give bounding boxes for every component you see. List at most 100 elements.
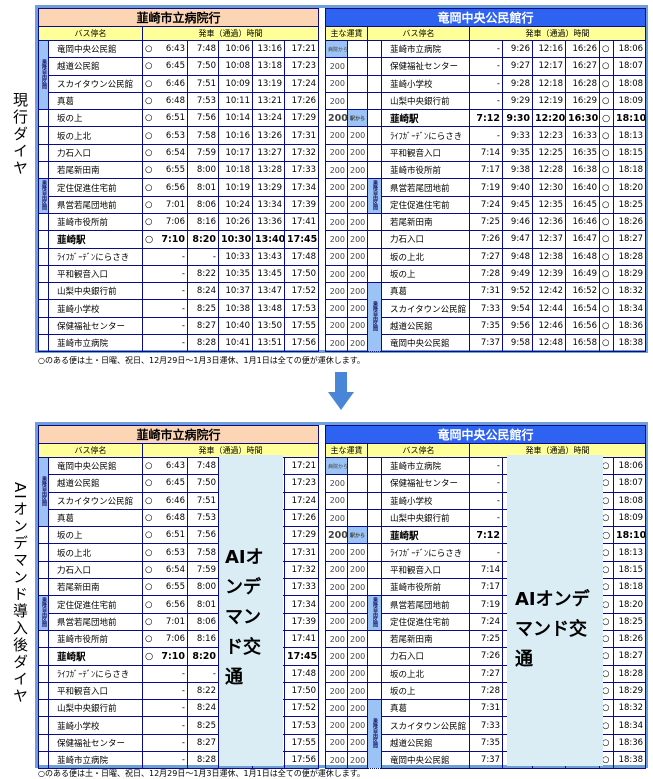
departure-time: - [187,664,219,683]
fare-cell: 200 [347,716,368,735]
empty-cell [367,543,382,562]
departure-time: 17:29 [283,526,320,545]
departure-time: 18:18 [612,161,647,180]
stop-name: 韮崎駅 [381,526,470,545]
fare-cell: 200 [325,699,348,718]
departure-time: 13:48 [252,299,285,318]
empty-cell [367,247,382,266]
departure-time: 12:38 [532,247,566,266]
table-row: 200 200 スカイタウン公民館 7:33 9:54 12:44 16:54 ○ 18:34 [325,299,647,318]
departure-time: ○ 6:45 [142,474,188,493]
fare-cell: 200 [325,334,348,353]
note-after: ○のある便は土・日曜、祝日、12月29日～1月3日運休、1月1日は全ての便が運休… [38,769,365,778]
departure-time: 17:33 [283,578,320,597]
table-row: 坂の上 ○ 6:51 7:56 10:14 13:24 17:29 [38,109,320,128]
empty-cell [367,474,382,493]
table-row: 200 200 韮崎市役所前 7:17 9:38 12:28 16:38 ○ 18:18 [325,161,647,180]
empty-cell [38,247,49,266]
fare-cell: 200 [347,143,368,163]
departure-time: 7:17 [469,161,503,180]
departure-time: 18:06 [612,39,647,59]
table-row: 坂の上北 ○ 6:53 7:58 10:16 13:26 17:31 [38,126,320,145]
table-row: 韮崎市立病院 -8:28 10:41 13:51 17:56 [38,334,320,353]
fare-cell [347,508,368,528]
empty-cell [38,543,49,562]
weekday-only-mark: ○ [599,230,614,249]
fare-cell: 200 [347,647,368,666]
empty-cell [367,57,382,76]
departure-time: 9:48 [502,247,533,266]
departure-time: - [187,247,219,266]
stop-name: 坂の上 [381,681,470,701]
fare-cell: 200 [325,126,348,145]
weekday-only-mark: ○ [145,130,153,141]
table-title: 韮崎市立病院行 [37,8,320,27]
stop-name: 竜岡中央公民館 [381,334,470,353]
departure-time: ○ 6:48 [142,508,188,528]
departure-time: 18:06 [612,456,647,476]
departure-time: 7:35 [469,733,503,753]
departure-time: ○ 7:01 [142,195,188,214]
departure-time: 18:36 [612,733,647,753]
departure-time: ○ 6:51 [142,526,188,545]
empty-cell [367,230,382,249]
departure-time: 13:29 [252,178,285,197]
departure-time: - [142,316,188,336]
empty-cell [38,751,49,770]
empty-cell [38,716,49,735]
departure-time: 8:00 [187,161,219,180]
departure-time: 10:19 [218,178,253,197]
departure-time: 10:14 [218,109,253,128]
fare-cell: 200 [325,195,348,214]
stop-name: 韮崎市立病院 [381,39,470,59]
stop-name: 真葛 [381,282,470,301]
fare-cell [347,74,368,93]
fare-cell: 200 [347,299,368,318]
fare-cell: 200 [325,526,348,545]
departure-time: 16:47 [565,230,600,249]
departure-time: 16:29 [565,91,600,111]
fare-cell: 200 [325,264,348,284]
stop-name: 力石入口 [381,647,470,666]
departure-time: 17:50 [283,681,320,701]
departure-time: 7:27 [469,664,503,683]
departure-time: 9:54 [502,299,533,318]
departure-time: ○ 7:01 [142,612,188,631]
stop-name: 若尾新田南 [381,629,470,649]
departure-time: 18:15 [612,560,647,580]
stop-name: 越道公民館 [381,316,470,336]
empty-cell [367,91,382,111]
departure-time: - [142,299,188,318]
departure-time: 18:07 [612,474,647,493]
departure-time: 7:28 [469,681,503,701]
weekday-only-mark: ○ [599,74,614,93]
departure-time: 8:20 [187,647,219,666]
table-row: 乗降自由区間 竜岡中央公民館 ○ 6:43 7:48 17:21 [38,456,320,528]
departure-time: 12:39 [532,264,566,284]
stop-name: 真葛 [48,91,143,111]
departure-time: 16:27 [565,57,600,76]
departure-time: ○ 6:55 [142,161,188,180]
note-current: ○のある便は土・日曜、祝日、12月29日～1月3日運休、1月1日は全ての便が運休… [38,356,365,365]
departure-time: 13:50 [252,316,285,336]
departure-time: - [142,664,188,683]
departure-time: 17:23 [283,57,320,76]
stop-name: 韮崎駅 [381,109,470,128]
departure-time: 17:29 [283,109,320,128]
stop-name: 定住促進住宅前 [381,195,470,214]
departure-time: 17:23 [283,474,320,493]
departure-time: 12:30 [532,178,566,197]
departure-time: - [142,264,188,284]
departure-time: 16:38 [565,161,600,180]
weekday-only-mark: ○ [145,217,153,228]
departure-time: 8:25 [187,299,219,318]
departure-time: 8:01 [187,178,219,197]
table-row: 平和観音入口 -8:22 10:35 13:45 17:50 [38,264,320,284]
empty-cell [38,560,49,580]
stop-name: 韮崎市立病院 [48,751,143,770]
header-departure-time: 発車（通過）時間 [141,26,320,41]
weekday-only-mark: ○ [145,61,153,72]
departure-time: 17:53 [283,716,320,735]
departure-time: 13:40 [252,230,285,249]
departure-time: 13:16 [252,39,285,59]
